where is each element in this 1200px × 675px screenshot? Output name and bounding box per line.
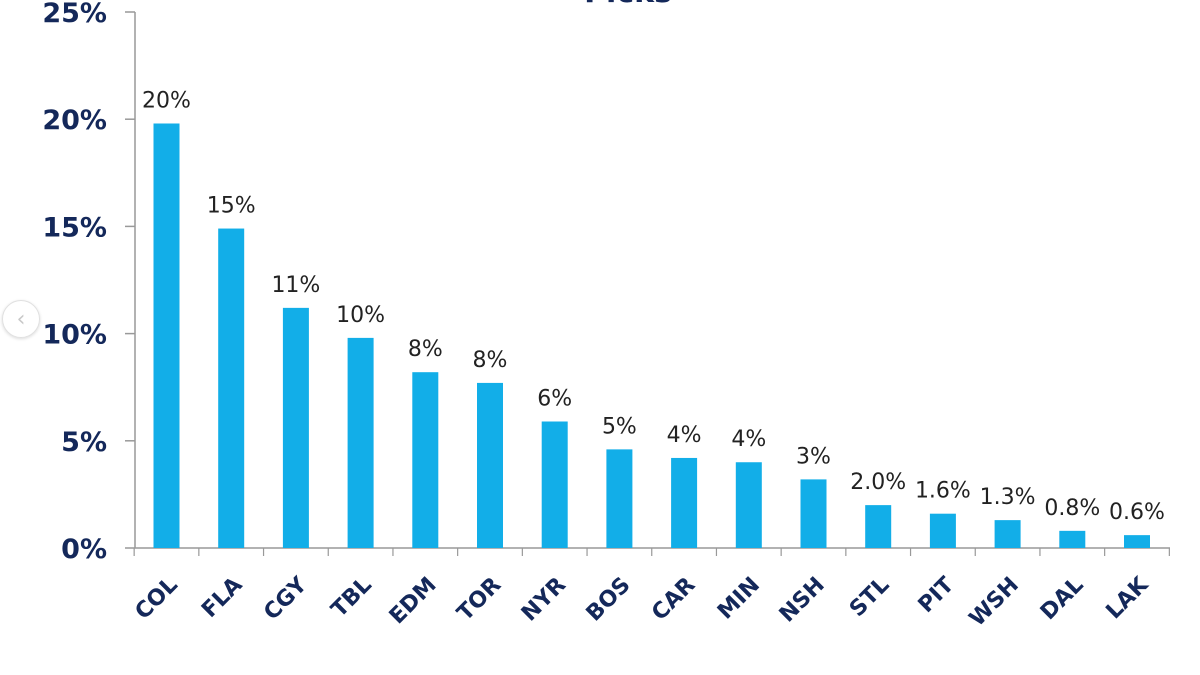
data-label-cgy: 11% <box>271 273 320 298</box>
bar-pit <box>929 513 956 548</box>
y-tick-label: 5% <box>61 427 107 458</box>
data-label-pit: 1.6% <box>915 479 971 504</box>
chevron-left-icon: ‹ <box>16 306 26 332</box>
data-label-min: 4% <box>731 427 766 452</box>
data-label-tbl: 10% <box>336 303 385 328</box>
data-label-col: 20% <box>142 88 191 113</box>
y-tick-label: 0% <box>61 534 107 565</box>
bar-tbl <box>347 337 374 548</box>
data-label-edm: 8% <box>408 337 443 362</box>
bar-fla <box>218 228 245 548</box>
bar-min <box>735 462 762 548</box>
x-tick-label-nsh: NSH <box>775 573 830 628</box>
bars <box>153 123 1150 548</box>
y-tick-label: 25% <box>42 0 107 29</box>
y-axis: 0% 5% 10% 15% 20% 25% <box>42 0 136 565</box>
data-label-nyr: 6% <box>537 387 572 412</box>
x-tick-label-lak: LAK <box>1102 572 1154 624</box>
bar-nyr <box>541 421 568 548</box>
x-axis: COL FLA CGY TBL EDM TOR NYR BOS CAR MIN NSH STL PIT W… <box>131 547 1170 632</box>
x-tick-label-dal: DAL <box>1036 573 1089 626</box>
bar-col <box>153 123 180 548</box>
bar-car <box>671 457 698 548</box>
bar-stl <box>865 505 892 548</box>
x-tick-label-car: CAR <box>647 573 700 626</box>
bar-cgy <box>282 307 309 548</box>
x-tick-label-min: MIN <box>713 573 765 625</box>
data-label-nsh: 3% <box>796 444 831 469</box>
x-tick-label-wsh: WSH <box>965 573 1024 632</box>
carousel-prev-button[interactable]: ‹ <box>2 300 40 338</box>
data-label-bos: 5% <box>602 414 637 439</box>
data-label-car: 4% <box>667 423 702 448</box>
chart-title: Picks <box>584 0 672 10</box>
x-tick-label-stl: STL <box>845 573 894 622</box>
bar-edm <box>412 372 439 548</box>
data-label-stl: 2.0% <box>850 470 906 495</box>
x-tick-label-bos: BOS <box>582 573 636 627</box>
x-tick-label-pit: PIT <box>914 573 959 618</box>
bar-tor <box>477 382 503 548</box>
bar-labels: 20% 15% 11% 10% 8% 8% 6% 5% 4% 4% 3% 2.0% 1.6% 1.3% 0.… <box>142 88 1165 525</box>
bar-wsh <box>994 520 1021 548</box>
x-tick-label-col: COL <box>131 573 183 625</box>
y-tick-label: 20% <box>42 105 107 136</box>
x-tick-label-fla: FLA <box>197 573 247 623</box>
x-tick-label-nyr: NYR <box>517 573 571 627</box>
bar-bos <box>606 449 633 548</box>
y-tick-label: 15% <box>42 212 107 243</box>
x-tick-label-tor: TOR <box>453 573 507 627</box>
x-tick-label-tbl: TBL <box>327 573 377 623</box>
data-label-wsh: 1.3% <box>980 485 1036 510</box>
data-label-dal: 0.8% <box>1044 496 1100 521</box>
bar-dal <box>1059 530 1086 548</box>
bar-nsh <box>800 479 827 548</box>
y-tick-label: 10% <box>42 320 107 351</box>
data-label-lak: 0.6% <box>1109 500 1165 525</box>
bar-lak <box>1124 535 1150 548</box>
x-tick-label-cgy: CGY <box>259 572 313 626</box>
data-label-fla: 15% <box>207 194 256 219</box>
x-tick-label-edm: EDM <box>385 573 442 630</box>
data-label-tor: 8% <box>473 348 508 373</box>
